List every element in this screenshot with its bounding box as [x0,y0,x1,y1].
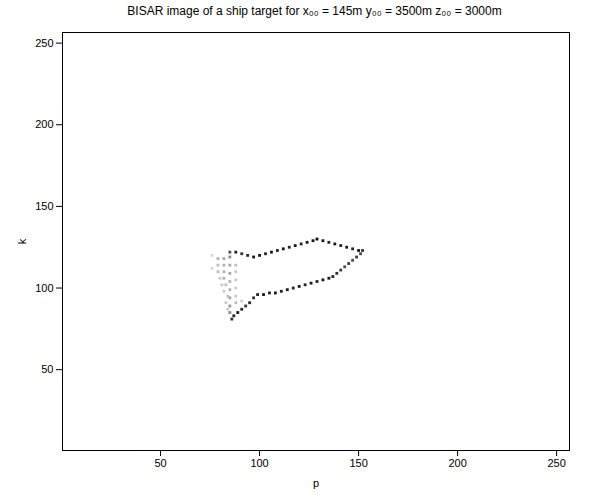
svg-text:100: 100 [35,282,53,294]
svg-text:50: 50 [154,457,166,469]
svg-text:k: k [16,238,28,244]
svg-text:p: p [313,477,319,489]
svg-text:100: 100 [250,457,268,469]
svg-text:150: 150 [349,457,367,469]
svg-text:150: 150 [35,200,53,212]
svg-text:250: 250 [547,457,565,469]
html-text:BISAR image of a ship target f: BISAR image of a ship target for x₀₀ = 1… [127,4,502,18]
svg-text:200: 200 [448,457,466,469]
svg-text:250: 250 [35,37,53,49]
svg-text:50: 50 [41,363,53,375]
svg-text:200: 200 [35,118,53,130]
